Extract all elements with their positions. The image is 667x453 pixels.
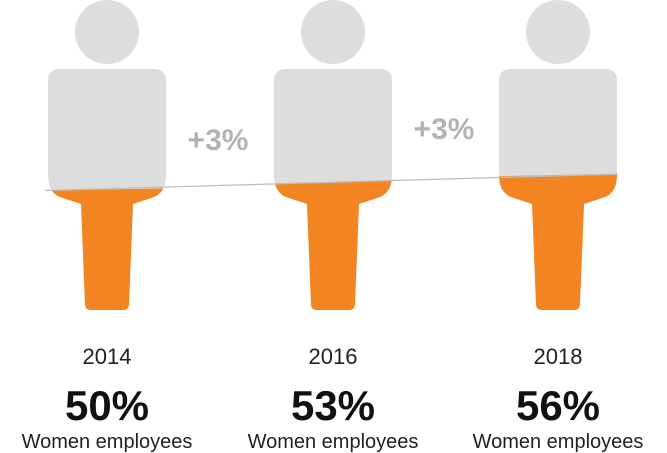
person-fill-bar [274, 180, 392, 310]
person-figure-2016 [274, 0, 392, 310]
year-label: 2016 [309, 344, 358, 369]
change-label: +3% [188, 124, 249, 157]
description-label: Women employees [22, 431, 193, 453]
person-fill-bar [48, 188, 166, 310]
percentage-value: 50% [65, 382, 149, 429]
description-label: Women employees [248, 431, 419, 453]
year-label: 2014 [83, 344, 132, 369]
person-figure-2018 [499, 0, 617, 310]
person-head [75, 0, 139, 64]
person-head [526, 0, 590, 64]
trend-line [44, 173, 619, 192]
person-head [301, 0, 365, 64]
person-fill-bar [499, 173, 617, 310]
description-label: Women employees [473, 431, 644, 453]
year-label: 2018 [534, 344, 583, 369]
person-figure-2014 [48, 0, 166, 310]
change-label: +3% [414, 113, 475, 146]
percentage-value: 53% [291, 382, 375, 429]
percentage-value: 56% [516, 382, 600, 429]
